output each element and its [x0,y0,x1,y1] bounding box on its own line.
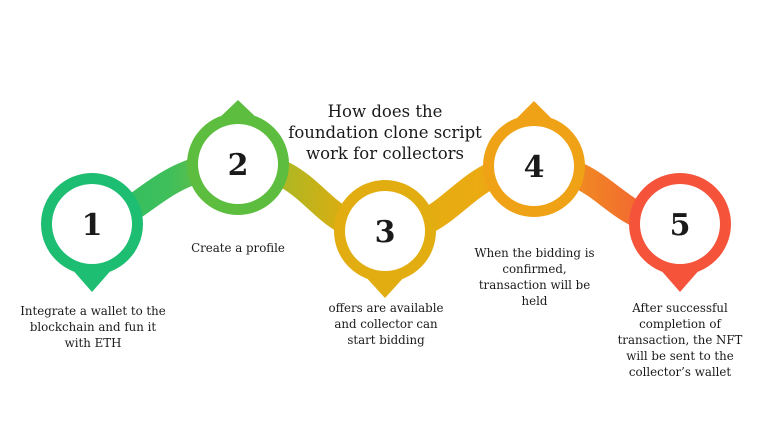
step-1-number: 1 [82,208,103,243]
step-5-caption: After successful completion of transacti… [617,301,743,379]
step-5-marker: 5 [629,173,731,292]
diagram-title: How does the foundation clone script wor… [288,102,482,163]
step-2-number: 2 [228,148,249,183]
step-2-marker: 2 [187,100,289,215]
step-5-number: 5 [670,208,691,243]
step-4-marker: 4 [483,101,585,217]
step-3-number: 3 [375,215,396,250]
step-1-caption: Integrate a wallet to the blockchain and… [20,304,166,350]
step-2-caption: Create a profile [191,241,285,255]
step-4-caption: When the bidding is confirmed, transacti… [474,246,595,308]
step-3-marker: 3 [334,180,436,298]
step-1-marker: 1 [41,173,143,292]
step-3-caption: offers are available and collector can s… [328,301,444,347]
step-4-number: 4 [524,150,545,185]
